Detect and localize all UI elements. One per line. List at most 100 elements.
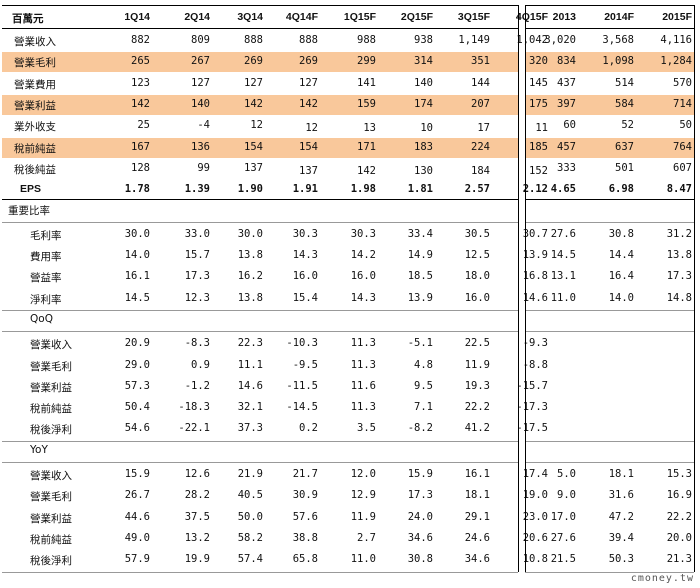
- table-cell: 27.6: [550, 227, 576, 240]
- table-cell: 24.0: [407, 510, 433, 523]
- table-cell: 12.0: [350, 468, 376, 480]
- table-cell: 37.5: [184, 510, 210, 523]
- table-cell: 14.6: [522, 291, 548, 304]
- row-label: 費用率: [30, 251, 62, 263]
- table-cell: 714: [673, 97, 692, 110]
- section-divider-right: [525, 221, 694, 223]
- table-cell: 764: [673, 140, 692, 153]
- row-highlight: [2, 94, 518, 115]
- table-cell: 10: [420, 122, 433, 135]
- table-cell: 18.1: [464, 489, 490, 502]
- table-cell: 154: [299, 140, 318, 153]
- table-cell: 2.7: [357, 531, 376, 544]
- table-cell: 17.4: [522, 468, 548, 480]
- table-cell: 14.5: [550, 249, 576, 261]
- table-cell: 30.7: [522, 227, 548, 240]
- table-cell: 50: [679, 119, 692, 132]
- table-cell: 4,116: [660, 34, 692, 46]
- table-cell: 21.5: [550, 553, 576, 566]
- table-cell: 22.5: [464, 337, 490, 350]
- table-cell: 13.8: [666, 249, 692, 261]
- table-cell: 174: [414, 97, 433, 110]
- table-cell: 457: [557, 140, 576, 153]
- table-cell: 269: [244, 55, 263, 68]
- table-cell: 11.3: [350, 401, 376, 414]
- table-cell: 22.2: [464, 401, 490, 414]
- table-cell: 10.8: [522, 553, 548, 566]
- table-cell: 9.5: [414, 379, 433, 392]
- table-cell: 13.8: [237, 249, 263, 261]
- table-cell: 30.9: [292, 489, 318, 502]
- table-cell: 7.1: [414, 401, 433, 414]
- table-cell: 16.1: [124, 270, 150, 283]
- table-cell: 28.2: [184, 489, 210, 502]
- table-cell: 299: [357, 55, 376, 68]
- table-cell: 14.3: [350, 291, 376, 304]
- table-cell: 17.3: [407, 489, 433, 502]
- table-cell: 17.0: [550, 510, 576, 523]
- table-cell: -22.1: [178, 422, 210, 435]
- column-header-quarter: 2Q15F: [400, 11, 433, 23]
- table-cell: -17.5: [516, 422, 548, 435]
- section-bottom-divider-right: [525, 440, 694, 442]
- row-label: 營業利益: [30, 381, 72, 394]
- table-cell: 184: [471, 164, 490, 177]
- row-label: 毛利率: [30, 229, 62, 242]
- table-cell: 224: [471, 140, 490, 153]
- table-cell: 11.1: [237, 358, 263, 371]
- table-cell: 18.0: [464, 270, 490, 283]
- row-highlight: [525, 94, 694, 115]
- table-cell: 2.12: [522, 183, 548, 196]
- row-label: 稅後淨利: [30, 555, 72, 568]
- table-cell: 637: [615, 140, 634, 153]
- section-divider: [2, 331, 518, 333]
- row-label: 營業利益: [30, 512, 72, 525]
- table-cell: -8.3: [184, 337, 210, 350]
- table-cell: -10.3: [286, 337, 318, 350]
- table-cell: 14.9: [407, 249, 433, 261]
- table-cell: 30.3: [292, 227, 318, 240]
- table-cell: 14.5: [124, 291, 150, 304]
- table-cell: 1.90: [237, 183, 263, 196]
- table-cell: -9.5: [292, 358, 318, 371]
- table-cell: 809: [191, 34, 210, 46]
- table-cell: 16.8: [522, 270, 548, 283]
- table-cell: 57.6: [292, 510, 318, 523]
- header-unit-label: 百萬元: [12, 13, 44, 25]
- table-cell: -8.8: [522, 358, 548, 371]
- row-label: 營業利益: [14, 99, 56, 112]
- table-cell: 1.98: [350, 183, 376, 196]
- table-cell: 20.9: [124, 337, 150, 350]
- table-cell: 4.8: [414, 358, 433, 371]
- table-cell: 22.3: [237, 337, 263, 350]
- column-header-quarter: 1Q15F: [343, 11, 376, 23]
- table-cell: 29.0: [124, 358, 150, 371]
- table-cell: 136: [191, 140, 210, 153]
- table-cell: 60: [563, 119, 576, 132]
- table-cell: 16.9: [666, 489, 692, 502]
- table-cell: 128: [131, 161, 150, 174]
- table-cell: -11.5: [286, 379, 318, 392]
- table-cell: 50.4: [124, 401, 150, 414]
- table-cell: 29.1: [464, 510, 490, 523]
- section-bottom-divider-right: [525, 309, 694, 311]
- table-cell: 22.2: [666, 510, 692, 523]
- header-bottom-border: [2, 28, 518, 29]
- table-cell: 58.2: [237, 531, 263, 544]
- watermark-text: cmoney.tw: [630, 573, 694, 584]
- table-cell: 882: [131, 34, 150, 46]
- table-cell: 16.0: [350, 270, 376, 283]
- table-top-border: [2, 5, 518, 6]
- table-cell: 142: [131, 97, 150, 110]
- table-cell: 30.3: [350, 227, 376, 240]
- table-cell: 33.0: [184, 227, 210, 240]
- table-cell: 23.0: [522, 510, 548, 523]
- table-cell: 142: [299, 97, 318, 110]
- row-label: 營業毛利: [14, 57, 56, 70]
- table-cell: 988: [357, 34, 376, 46]
- table-cell: 17.3: [666, 270, 692, 283]
- table-cell: -4: [197, 119, 210, 132]
- table-cell: 16.4: [608, 270, 634, 283]
- table-cell: 207: [471, 97, 490, 110]
- table-cell: 314: [414, 55, 433, 68]
